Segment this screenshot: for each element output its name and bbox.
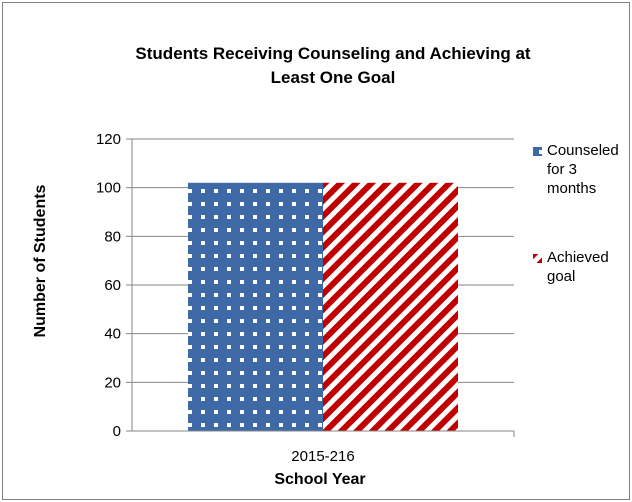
bar-achieved-goal xyxy=(323,182,458,431)
legend: Counseled for 3 months Achieved goal xyxy=(533,142,619,285)
y-tick-label: 60 xyxy=(104,277,121,294)
x-tick-labels: 2015-216 xyxy=(291,448,354,465)
y-tick-label: 40 xyxy=(104,326,121,343)
y-tick-label: 100 xyxy=(96,180,121,197)
y-axis-label: Number of Students xyxy=(32,184,49,337)
bars xyxy=(188,182,458,431)
legend-swatch-counseled xyxy=(533,147,542,156)
y-tick-label: 120 xyxy=(96,131,121,148)
bar-counseled xyxy=(188,182,323,431)
x-tick-label: 2015-216 xyxy=(291,448,354,465)
legend-swatch-achieved-goal xyxy=(533,254,542,263)
chart-title-line-1: Students Receiving Counseling and Achiev… xyxy=(135,44,530,63)
legend-label: for 3 xyxy=(547,161,577,178)
legend-label: Counseled xyxy=(547,142,619,159)
y-tick-label: 80 xyxy=(104,228,121,245)
y-tick-labels: 0 20 40 60 80 100 120 xyxy=(96,131,121,440)
chart-title-line-2: Least One Goal xyxy=(271,68,396,87)
x-axis-label: School Year xyxy=(274,471,365,488)
bar-chart: Students Receiving Counseling and Achiev… xyxy=(32,44,619,488)
legend-label: goal xyxy=(547,268,575,285)
legend-label: Achieved xyxy=(547,249,609,266)
axes xyxy=(126,138,515,437)
legend-label: months xyxy=(547,180,596,197)
y-tick-label: 20 xyxy=(104,374,121,391)
y-tick-label: 0 xyxy=(113,423,121,440)
